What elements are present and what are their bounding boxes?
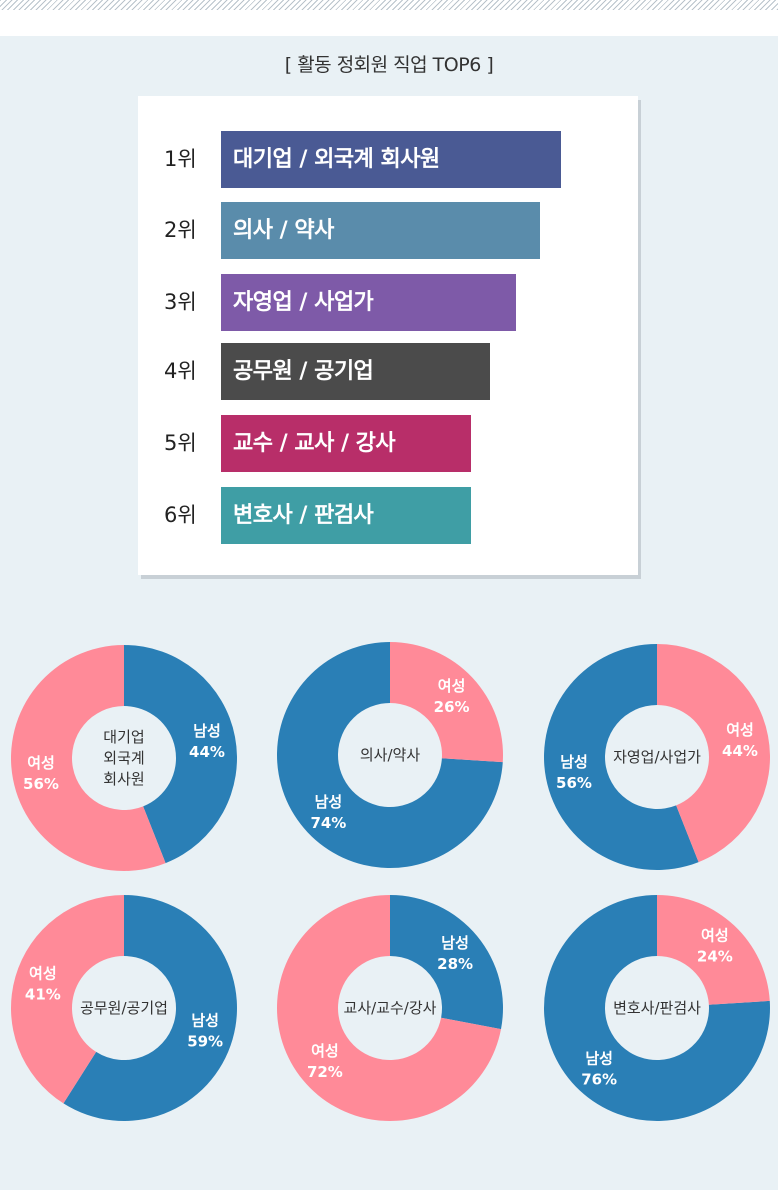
rank-label: 4위 [164, 359, 197, 383]
donut-slice-female [276, 894, 501, 1121]
donut-slice-female [11, 645, 166, 871]
female-slice-label: 여성 41% [25, 964, 61, 1003]
ranking-bar: 의사 / 약사 [221, 202, 540, 259]
donut-center-label: 공무원/공기업 [80, 999, 168, 1017]
gender-donut: 공무원/공기업 여성 41% 남성 59% [11, 895, 238, 1121]
donut-slice-female [657, 644, 771, 863]
rank-label: 1위 [164, 147, 197, 171]
gender-donut: 자영업/사업가 여성 44% 남성 56% [544, 644, 771, 870]
donut-slice-female [11, 895, 124, 1104]
female-slice-label: 여성 24% [697, 926, 733, 965]
ranking-bar: 변호사 / 판검사 [221, 487, 471, 544]
rank-label: 2위 [164, 218, 197, 242]
rank-label: 5위 [164, 431, 197, 455]
donut-slice-male [63, 895, 238, 1121]
male-slice-label: 남성 59% [187, 1012, 223, 1051]
rank-label: 6위 [164, 503, 197, 527]
donut-slice-male [124, 645, 238, 864]
female-slice-label: 여성 72% [307, 1042, 343, 1081]
gender-donut: 의사/약사 여성 26% 남성 74% [277, 642, 503, 869]
gender-donut: 변호사/판검사 여성 24% 남성 76% [544, 895, 771, 1121]
male-slice-label: 남성 56% [556, 753, 592, 792]
donut-slice-female [390, 642, 503, 763]
chart-title: [ 활동 정회원 직업 TOP6 ] [284, 54, 494, 76]
male-slice-label: 남성 76% [581, 1050, 617, 1089]
donut-slice-male [277, 642, 503, 869]
donut-center-label: 교사/교수/강사 [344, 999, 437, 1017]
male-slice-label: 남성 74% [310, 793, 346, 832]
donut-center-label: 자영업/사업가 [613, 748, 701, 766]
female-slice-label: 여성 56% [23, 754, 59, 793]
donut-center-label: 대기업 외국계 회사원 [103, 728, 144, 788]
donut-slice-male [390, 895, 504, 1030]
donut-slice-male [544, 895, 771, 1121]
rank-label: 3위 [164, 290, 197, 314]
male-slice-label: 남성 44% [189, 722, 225, 761]
ranking-bar: 자영업 / 사업가 [221, 274, 516, 331]
donut-center-label: 의사/약사 [360, 746, 420, 764]
donut-slice-male [544, 644, 699, 870]
ranking-bar: 공무원 / 공기업 [221, 343, 490, 400]
ranking-card: 1위 대기업 / 외국계 회사원 2위 의사 / 약사 3위 자영업 / 사업가 4위 공무원… [138, 96, 638, 575]
gender-donut: 대기업 외국계 회사원 여성 56% 남성 44% [11, 645, 238, 871]
donut-center-label: 변호사/판검사 [613, 999, 701, 1017]
donut-slice-female [657, 895, 770, 1005]
female-slice-label: 여성 26% [434, 677, 470, 716]
ranking-bar: 대기업 / 외국계 회사원 [221, 131, 561, 188]
ranking-bar: 교수 / 교사 / 강사 [221, 415, 471, 472]
female-slice-label: 여성 44% [722, 721, 758, 760]
decorative-hatch-strip [0, 0, 778, 10]
male-slice-label: 남성 28% [437, 934, 473, 973]
